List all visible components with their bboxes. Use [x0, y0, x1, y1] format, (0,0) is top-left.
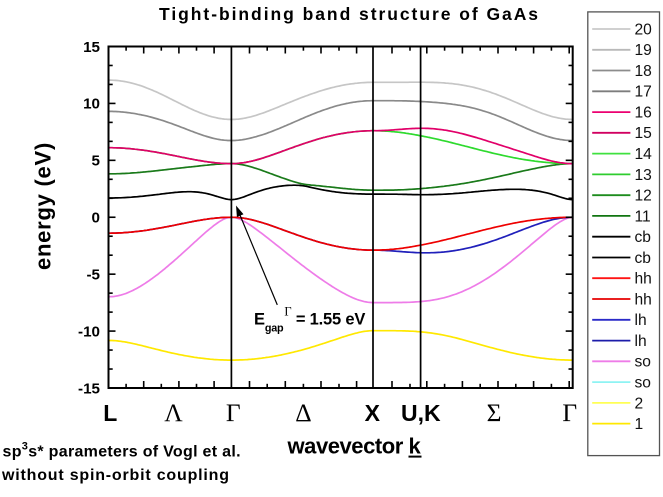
svg-text:lh: lh [635, 333, 647, 350]
svg-text:Γ: Γ [562, 398, 577, 427]
svg-text:cb: cb [635, 229, 652, 246]
svg-text:15: 15 [635, 125, 653, 142]
svg-text:20: 20 [635, 21, 653, 38]
svg-text:Δ: Δ [295, 398, 311, 427]
svg-text:lh: lh [635, 312, 647, 329]
svg-text:cb: cb [635, 250, 652, 267]
svg-text:0: 0 [92, 210, 100, 227]
svg-text:18: 18 [635, 63, 652, 80]
svg-text:16: 16 [635, 105, 652, 122]
svg-text:Σ: Σ [487, 398, 502, 427]
svg-text:12: 12 [635, 188, 652, 205]
svg-text:Λ: Λ [164, 398, 183, 427]
svg-text:X: X [365, 400, 381, 426]
svg-text:-10: -10 [78, 323, 100, 340]
svg-text:15: 15 [83, 39, 100, 56]
svg-text:5: 5 [92, 153, 101, 170]
svg-text:without spin-orbit coupling: without spin-orbit coupling [1, 467, 230, 484]
svg-text:L: L [103, 400, 117, 426]
svg-text:hh: hh [635, 271, 652, 288]
svg-text:1: 1 [635, 416, 644, 433]
svg-text:so: so [635, 375, 652, 392]
svg-text:wavevector k: wavevector k [287, 434, 422, 459]
svg-text:Γ: Γ [226, 398, 241, 427]
svg-text:14: 14 [635, 146, 653, 163]
svg-text:Tight-binding band structure o: Tight-binding band structure of GaAs [159, 4, 540, 24]
svg-text:10: 10 [83, 96, 100, 113]
svg-text:-15: -15 [78, 380, 101, 397]
svg-text:energy (eV): energy (eV) [31, 142, 56, 270]
svg-text:U,K: U,K [401, 400, 441, 426]
svg-text:hh: hh [635, 291, 652, 308]
svg-text:13: 13 [635, 167, 652, 184]
svg-text:-5: -5 [86, 267, 100, 284]
svg-text:19: 19 [635, 42, 652, 59]
svg-text:17: 17 [635, 84, 652, 101]
svg-text:sp3s* parameters of Vogl et al: sp3s* parameters of Vogl et al. [3, 441, 241, 461]
svg-text:11: 11 [635, 208, 651, 225]
svg-text:so: so [635, 354, 652, 371]
svg-text:2: 2 [635, 395, 644, 412]
